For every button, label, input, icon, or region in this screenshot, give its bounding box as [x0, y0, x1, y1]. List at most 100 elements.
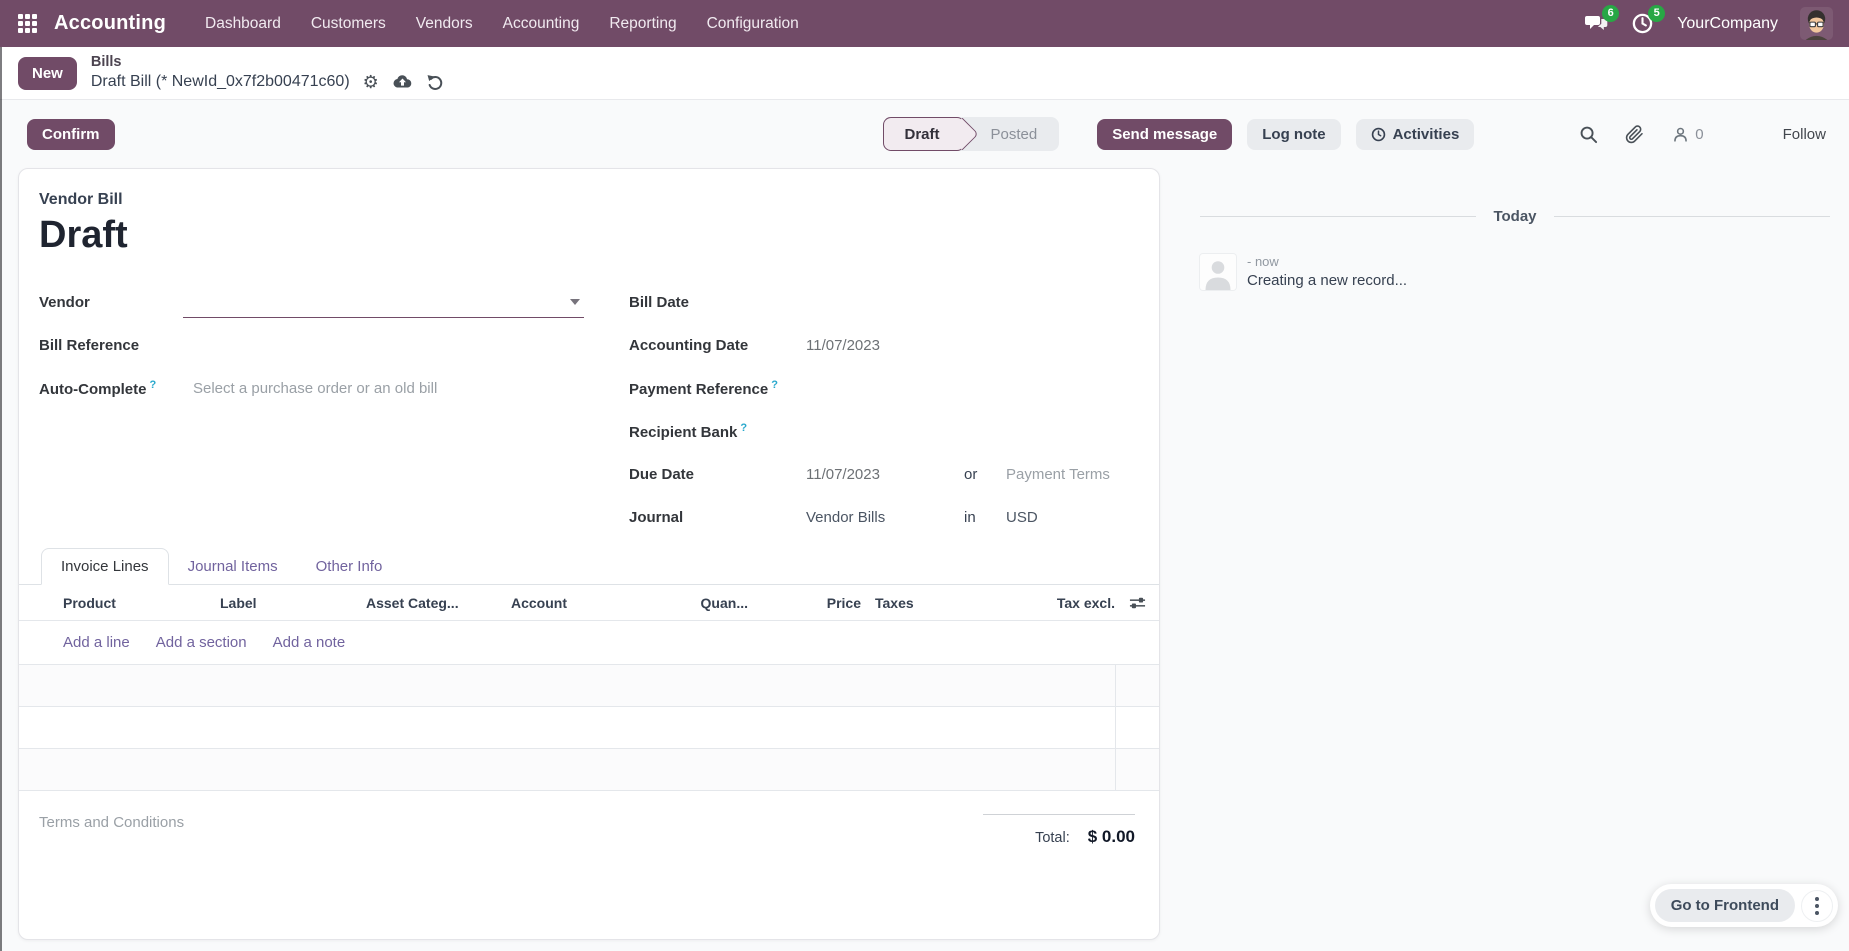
activities-button[interactable]: Activities: [1355, 118, 1475, 150]
tab-other-info[interactable]: Other Info: [315, 558, 383, 575]
confirm-button[interactable]: Confirm: [27, 118, 115, 150]
gear-icon[interactable]: ⚙: [362, 72, 379, 93]
column-quantity[interactable]: Quan...: [700, 594, 748, 611]
menu-customers[interactable]: Customers: [310, 14, 386, 32]
add-a-line-link[interactable]: Add a line: [63, 634, 130, 651]
cloud-save-icon[interactable]: [392, 74, 413, 91]
search-message-icon[interactable]: [1579, 125, 1598, 144]
vendor-label: Vendor: [39, 294, 90, 311]
auto-complete-input[interactable]: Select a purchase order or an old bill: [183, 380, 584, 397]
sheet-footer: Terms and Conditions Total: $ 0.00: [19, 814, 1159, 847]
chatter-panel: Today - now Creating a new record...: [1160, 168, 1849, 290]
status-step-posted[interactable]: Posted: [990, 125, 1038, 143]
due-date-value[interactable]: 11/07/2023: [806, 466, 880, 483]
column-price[interactable]: Price: [826, 594, 861, 611]
bill-date-label: Bill Date: [629, 294, 690, 311]
auto-complete-label: Auto-Complete?: [39, 379, 183, 398]
notebook-tabs: Invoice Lines Journal Items Other Info: [19, 548, 1159, 585]
journal-label: Journal: [629, 509, 684, 526]
date-divider-label: Today: [1493, 208, 1537, 225]
payment-reference-field-row: Payment Reference?: [629, 367, 1135, 410]
recipient-bank-field-row: Recipient Bank?: [629, 410, 1135, 453]
activities-systray-icon[interactable]: 5: [1631, 4, 1666, 36]
go-to-frontend-button[interactable]: Go to Frontend: [1654, 889, 1795, 922]
company-switcher[interactable]: YourCompany: [1677, 14, 1778, 32]
or-text: or: [964, 466, 978, 483]
payment-terms-input[interactable]: Payment Terms: [1006, 466, 1110, 483]
breadcrumb-current-record: Draft Bill (* NewId_0x7f2b00471c60): [90, 73, 350, 91]
kebab-menu-button[interactable]: [1801, 889, 1833, 922]
vendor-input[interactable]: [183, 288, 584, 318]
chevron-down-icon[interactable]: [570, 299, 580, 305]
clock-icon: [1371, 127, 1385, 141]
messages-icon[interactable]: 6: [1585, 4, 1620, 36]
menu-configuration[interactable]: Configuration: [706, 14, 799, 32]
apps-menu-icon[interactable]: [18, 14, 37, 33]
followers-button[interactable]: 0: [1671, 125, 1704, 144]
send-message-button[interactable]: Send message: [1097, 118, 1233, 150]
column-asset-category[interactable]: Asset Categ...: [366, 594, 459, 611]
main-menu: Dashboard Customers Vendors Accounting R…: [194, 9, 810, 39]
column-taxes[interactable]: Taxes: [875, 594, 914, 611]
empty-table-row: [19, 665, 1159, 707]
help-icon: ?: [740, 422, 748, 434]
in-text: in: [964, 509, 976, 526]
chat-bubbles-icon: [1585, 15, 1608, 30]
add-a-section-link[interactable]: Add a section: [155, 634, 247, 651]
date-divider: Today: [1200, 208, 1830, 225]
menu-accounting[interactable]: Accounting: [502, 14, 580, 32]
help-icon: ?: [149, 379, 157, 391]
tab-journal-items[interactable]: Journal Items: [187, 558, 278, 575]
chatter-tools: 0 Follow: [1579, 124, 1830, 144]
follower-person-icon: [1674, 127, 1688, 142]
discard-undo-icon[interactable]: [426, 73, 445, 92]
breadcrumb-bills-link[interactable]: Bills: [90, 54, 122, 71]
total-label: Total:: [1035, 830, 1070, 846]
terms-and-conditions-input[interactable]: Terms and Conditions: [39, 814, 185, 831]
recipient-bank-label-text: Recipient Bank: [629, 424, 738, 441]
new-button[interactable]: New: [18, 56, 77, 90]
accounting-date-input[interactable]: 11/07/2023: [806, 337, 1135, 354]
payment-reference-label: Payment Reference?: [629, 379, 806, 398]
column-product[interactable]: Product: [63, 594, 116, 611]
message-body: - now Creating a new record...: [1247, 254, 1407, 290]
bill-date-field-row: Bill Date: [629, 281, 1135, 324]
chatter-message[interactable]: - now Creating a new record...: [1200, 254, 1830, 290]
activities-button-label: Activities: [1392, 125, 1460, 143]
column-label[interactable]: Label: [220, 594, 257, 611]
tab-invoice-lines[interactable]: Invoice Lines: [41, 548, 169, 585]
follow-button[interactable]: Follow: [1782, 125, 1826, 143]
status-step-draft[interactable]: Draft: [883, 117, 965, 151]
attachments-icon[interactable]: [1625, 124, 1644, 144]
total-value: $ 0.00: [1087, 827, 1135, 846]
message-timestamp: - now: [1247, 254, 1279, 269]
top-navbar: Accounting Dashboard Customers Vendors A…: [0, 0, 1849, 47]
user-avatar[interactable]: [1800, 7, 1833, 40]
column-account[interactable]: Account: [511, 594, 567, 611]
message-text: Creating a new record...: [1247, 272, 1408, 289]
log-note-button[interactable]: Log note: [1247, 118, 1341, 150]
empty-table-row: [19, 749, 1159, 791]
bill-reference-field-row: Bill Reference: [39, 324, 584, 367]
due-date-label: Due Date: [629, 466, 695, 483]
empty-table-row: [19, 707, 1159, 749]
journal-field-row: Journal Vendor Bills in USD: [629, 496, 1135, 539]
fields-left-column: Vendor Bill Reference Auto-Complete?: [39, 281, 584, 539]
auto-complete-placeholder: Select a purchase order or an old bill: [193, 380, 438, 397]
app-brand[interactable]: Accounting: [54, 12, 166, 34]
accounting-date-field-row: Accounting Date 11/07/2023: [629, 324, 1135, 367]
record-title: Draft: [39, 214, 128, 256]
column-tax-excl[interactable]: Tax excl.: [1056, 594, 1115, 611]
journal-value[interactable]: Vendor Bills: [806, 509, 886, 526]
floating-actions: Go to Frontend: [1649, 884, 1838, 927]
menu-vendors[interactable]: Vendors: [415, 14, 473, 32]
user-avatar-image: [1800, 7, 1833, 40]
currency-value[interactable]: USD: [1006, 509, 1038, 526]
menu-dashboard[interactable]: Dashboard: [205, 14, 281, 32]
activities-badge: 5: [1648, 4, 1666, 22]
accounting-date-value: 11/07/2023: [806, 337, 880, 354]
add-a-note-link[interactable]: Add a note: [272, 634, 346, 651]
document-type-label: Vendor Bill: [39, 191, 123, 208]
menu-reporting[interactable]: Reporting: [609, 14, 677, 32]
optional-columns-icon[interactable]: [1115, 596, 1159, 610]
